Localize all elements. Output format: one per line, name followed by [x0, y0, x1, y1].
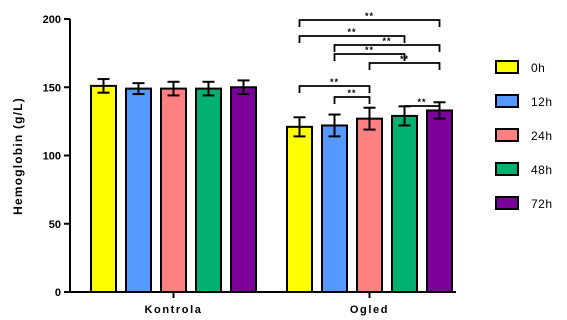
significance-bracket: ** — [300, 77, 370, 93]
bracket-line — [300, 86, 370, 93]
legend-swatch — [496, 163, 518, 175]
x-axis: Kontrola Ogled — [69, 292, 456, 316]
legend-item: 24h — [496, 129, 553, 143]
bracket-line — [335, 54, 405, 61]
significance-bracket: ** — [300, 11, 440, 27]
bar — [91, 86, 116, 292]
legend-swatch — [496, 197, 518, 209]
x-category-label: Ogled — [350, 304, 389, 316]
legend-label: 24h — [531, 129, 553, 143]
y-axis-label: Hemoglobin (g/L) — [11, 97, 25, 215]
bracket-line — [370, 63, 440, 70]
significance-bracket: ** — [335, 88, 370, 104]
significance-label: ** — [347, 88, 356, 98]
significance-label: ** — [365, 11, 374, 21]
bar — [427, 110, 452, 292]
legend-swatch — [496, 95, 518, 107]
bars — [91, 79, 452, 292]
significance-label: ** — [417, 97, 426, 107]
bar — [126, 89, 151, 292]
significance-bracket: ** — [335, 36, 440, 52]
y-tick-label: 100 — [43, 151, 61, 163]
significance-label: ** — [330, 77, 339, 87]
significance-label: ** — [400, 54, 409, 64]
bar — [392, 116, 417, 292]
legend-label: 48h — [531, 163, 553, 177]
legend-item: 48h — [496, 163, 553, 177]
bar — [161, 89, 186, 292]
y-tick-label: 200 — [43, 14, 61, 26]
bar — [287, 127, 312, 292]
legend-label: 72h — [531, 197, 553, 211]
y-axis: 0 50 100 150 200 — [43, 14, 70, 299]
legend-item: 12h — [496, 95, 553, 109]
legend-label: 0h — [531, 61, 545, 75]
bar — [322, 125, 347, 292]
y-tick-label: 50 — [49, 219, 61, 231]
legend-label: 12h — [531, 95, 553, 109]
bracket-line — [335, 45, 440, 52]
significance-bracket: ** — [370, 54, 440, 70]
significance-brackets: ** ** ** ** ** ** ** ** — [300, 11, 440, 113]
bar — [196, 89, 221, 292]
legend-item: 72h — [496, 197, 553, 211]
bracket-line — [300, 20, 440, 27]
legend: 0h 12h 24h 48h 72h — [496, 61, 553, 211]
bar — [231, 87, 256, 292]
legend-swatch — [496, 129, 518, 141]
significance-label: ** — [347, 27, 356, 37]
y-tick-label: 150 — [43, 82, 61, 94]
legend-swatch — [496, 61, 518, 73]
y-tick-label: 0 — [55, 287, 61, 299]
legend-item: 0h — [496, 61, 545, 75]
bracket-line — [335, 97, 370, 104]
x-category-label: Kontrola — [144, 304, 202, 316]
significance-label: ** — [365, 45, 374, 55]
significance-bracket: ** — [335, 45, 405, 61]
bar — [357, 119, 382, 292]
significance-label: ** — [382, 36, 391, 46]
